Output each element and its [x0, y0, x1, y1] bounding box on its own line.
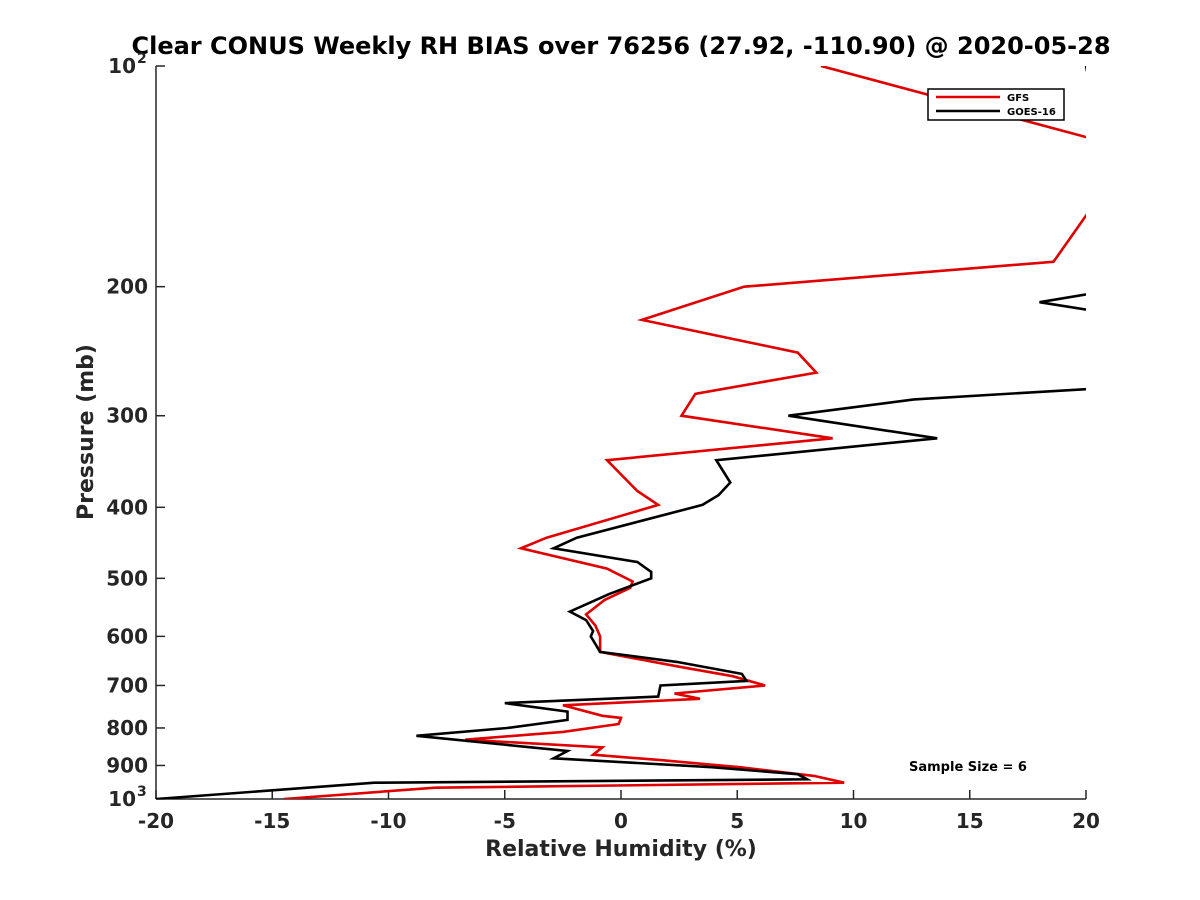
x-tick-label: -20 — [138, 809, 174, 833]
y-tick-label-exponent: 3 — [137, 784, 147, 800]
series-line-gfs — [283, 66, 1086, 799]
y-tick-label: 200 — [106, 275, 148, 299]
x-tick-label: 5 — [730, 809, 744, 833]
y-tick-label-base: 10 — [108, 54, 136, 78]
series-line-goes-16 — [156, 66, 1086, 799]
y-tick-label: 500 — [106, 566, 148, 590]
y-tick-label: 700 — [106, 673, 148, 697]
x-tick-label: -5 — [494, 809, 516, 833]
x-tick-label: -15 — [254, 809, 290, 833]
y-axis-label: Pressure (mb) — [74, 344, 99, 520]
x-tick-label: 20 — [1072, 809, 1100, 833]
ticks-layer: -20 -15 -10 -5 0 5 10 15 20 200 300 400 500 600 700 800… — [106, 51, 1100, 833]
y-tick-label: 300 — [106, 404, 148, 428]
y-tick-label: 600 — [106, 624, 148, 648]
plot-axes — [155, 65, 1087, 800]
x-tick-label: 0 — [614, 809, 628, 833]
x-tick-label: -10 — [370, 809, 406, 833]
y-tick-label-top: 10 2 — [108, 51, 147, 78]
chart-title: Clear CONUS Weekly RH BIAS over 76256 (2… — [131, 32, 1110, 60]
y-tick-label-bottom: 10 3 — [108, 784, 147, 811]
legend-label-gfs: GFS — [1007, 93, 1029, 104]
sample-size-annotation: Sample Size = 6 — [909, 760, 1027, 775]
series-layer — [156, 66, 1086, 799]
y-tick-label: 800 — [106, 716, 148, 740]
x-axis-label: Relative Humidity (%) — [485, 837, 757, 862]
legend-box — [927, 88, 1065, 121]
y-tick-label: 400 — [106, 495, 148, 519]
y-tick-label-base: 10 — [108, 787, 136, 811]
y-tick-label: 900 — [106, 753, 148, 777]
legend-label-goes-16: GOES-16 — [1007, 107, 1056, 118]
y-tick-label-exponent: 2 — [137, 51, 147, 67]
x-tick-label: 10 — [840, 809, 868, 833]
x-tick-label: 15 — [956, 809, 984, 833]
legend: GFS GOES-16 — [927, 88, 1065, 121]
